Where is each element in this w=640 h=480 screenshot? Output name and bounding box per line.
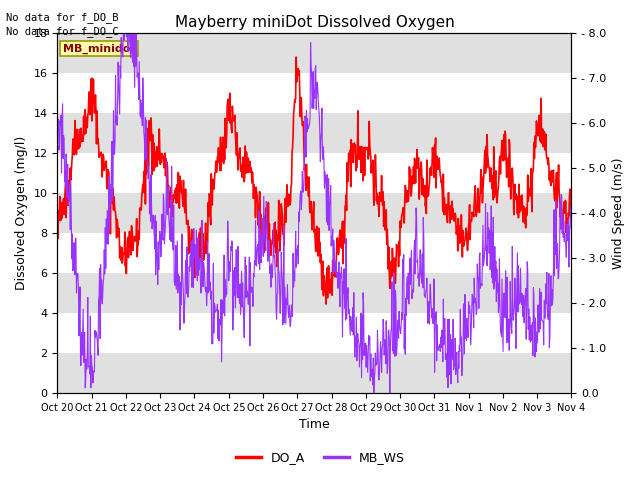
Y-axis label: Wind Speed (m/s): Wind Speed (m/s) [612, 157, 625, 269]
X-axis label: Time: Time [299, 419, 330, 432]
Bar [58, 113, 572, 153]
Bar [58, 193, 572, 233]
Legend: DO_A, MB_WS: DO_A, MB_WS [230, 446, 410, 469]
Bar [58, 273, 572, 313]
Bar [58, 33, 572, 72]
Text: No data for f_DO_C: No data for f_DO_C [6, 26, 119, 37]
Bar [58, 353, 572, 393]
Text: No data for f_DO_B: No data for f_DO_B [6, 12, 119, 23]
Y-axis label: Dissolved Oxygen (mg/l): Dissolved Oxygen (mg/l) [15, 136, 28, 290]
Text: MB_minidot: MB_minidot [63, 43, 135, 54]
Title: Mayberry miniDot Dissolved Oxygen: Mayberry miniDot Dissolved Oxygen [175, 15, 454, 30]
